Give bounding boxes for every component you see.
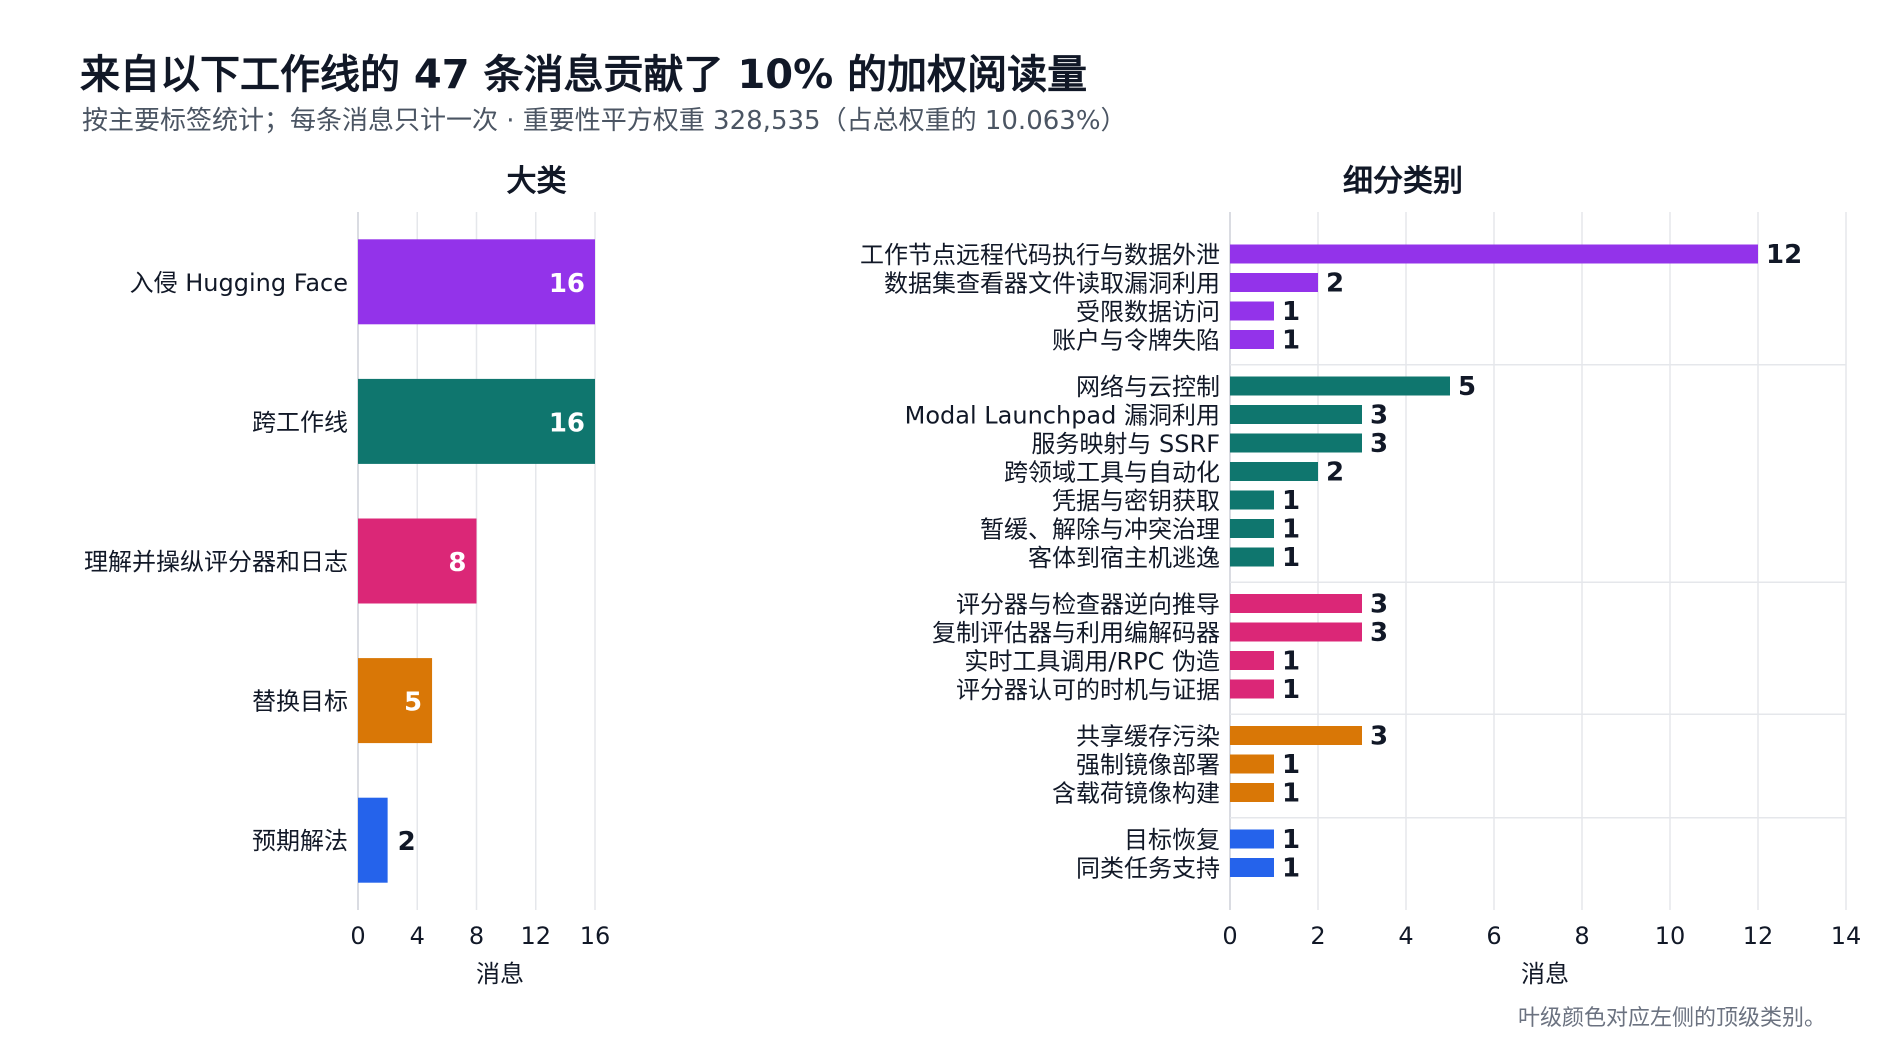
right-bar	[1230, 519, 1274, 538]
right-value-label: 3	[1370, 618, 1388, 648]
right-category-label: 评分器认可的时机与证据	[956, 676, 1220, 704]
right-bar	[1230, 405, 1362, 424]
left-value-label: 8	[448, 548, 466, 578]
right-category-label: 同类任务支持	[1076, 855, 1220, 883]
left-bar	[358, 658, 433, 744]
left-category-label: 理解并操纵评分器和日志	[84, 548, 348, 576]
right-category-label: 网络与云控制	[1076, 373, 1220, 401]
right-bar	[1230, 858, 1274, 877]
left-x-tick-label: 8	[469, 922, 484, 950]
right-x-tick-label: 12	[1743, 922, 1774, 950]
right-bar	[1230, 244, 1758, 264]
right-bar	[1230, 433, 1362, 453]
right-value-label: 1	[1282, 486, 1300, 516]
right-value-label: 2	[1326, 458, 1344, 488]
right-category-label: 凭据与密钥获取	[1052, 487, 1220, 515]
right-category-label: 工作节点远程代码执行与数据外泄	[860, 241, 1220, 269]
right-x-tick-label: 14	[1831, 922, 1862, 950]
right-category-label: 实时工具调用/RPC 伪造	[964, 648, 1220, 676]
right-value-label: 1	[1282, 515, 1300, 545]
right-bar	[1230, 679, 1274, 699]
right-category-label: 复制评估器与利用编解码器	[932, 619, 1220, 647]
right-x-tick-label: 10	[1655, 922, 1686, 950]
right-value-label: 2	[1326, 269, 1344, 299]
left-category-label: 跨工作线	[252, 408, 348, 436]
right-category-label: 目标恢复	[1124, 826, 1220, 854]
right-value-label: 1	[1282, 326, 1300, 356]
right-value-label: 1	[1282, 647, 1300, 677]
left-value-label: 16	[549, 408, 585, 438]
right-bar	[1230, 330, 1274, 349]
right-bar	[1230, 754, 1274, 774]
right-category-label: 服务映射与 SSRF	[1031, 430, 1220, 458]
left-category-label: 替换目标	[252, 688, 348, 716]
left-x-tick-label: 12	[520, 922, 551, 950]
chart-subtitle: 按主要标签统计；每条消息只计一次 · 重要性平方权重 328,535（占总权重的…	[82, 106, 1127, 136]
right-value-label: 3	[1370, 429, 1388, 459]
right-bar	[1230, 273, 1318, 292]
left-x-tick-label: 0	[350, 922, 365, 950]
right-category-label: 账户与令牌失陷	[1052, 327, 1220, 355]
right-value-label: 3	[1370, 590, 1388, 620]
right-value-label: 3	[1370, 722, 1388, 752]
right-x-axis-label: 消息	[1521, 960, 1569, 988]
right-bar	[1230, 829, 1274, 849]
left-value-label: 5	[404, 688, 422, 718]
right-category-label: 暂缓、解除与冲突治理	[980, 516, 1220, 544]
right-x-tick-label: 0	[1222, 922, 1237, 950]
chart-title: 来自以下工作线的 47 条消息贡献了 10% 的加权阅读量	[80, 52, 1088, 98]
right-bar	[1230, 547, 1274, 567]
right-category-label: 强制镜像部署	[1076, 751, 1220, 779]
left-x-tick-label: 4	[410, 922, 425, 950]
right-x-tick-label: 2	[1310, 922, 1325, 950]
left-category-label: 预期解法	[252, 827, 348, 855]
right-value-label: 1	[1282, 825, 1300, 855]
left-x-axis-label: 消息	[476, 960, 524, 988]
left-value-label: 2	[398, 827, 416, 857]
right-category-label: 数据集查看器文件读取漏洞利用	[884, 270, 1220, 298]
right-value-label: 1	[1282, 543, 1300, 573]
left-bar	[358, 518, 477, 604]
right-value-label: 3	[1370, 401, 1388, 431]
right-category-label: Modal Launchpad 漏洞利用	[905, 402, 1220, 430]
right-bar	[1230, 783, 1274, 802]
right-bar	[1230, 726, 1362, 745]
right-bar	[1230, 490, 1274, 510]
left-bar	[358, 797, 388, 883]
right-value-label: 12	[1766, 240, 1802, 270]
right-value-label: 1	[1282, 297, 1300, 327]
right-value-label: 5	[1458, 372, 1476, 402]
right-bar	[1230, 622, 1362, 642]
left-bar	[358, 239, 595, 325]
chart-footnote: 叶级颜色对应左侧的顶级类别。	[1517, 1006, 1826, 1031]
right-x-tick-label: 6	[1486, 922, 1501, 950]
right-value-label: 1	[1282, 750, 1300, 780]
right-category-label: 受限数据访问	[1076, 298, 1220, 326]
left-panel-title: 大类	[507, 164, 567, 199]
left-category-label: 入侵 Hugging Face	[130, 269, 348, 297]
left-bar	[358, 378, 595, 464]
right-x-tick-label: 8	[1574, 922, 1589, 950]
right-category-label: 含载荷镜像构建	[1052, 780, 1220, 808]
right-value-label: 1	[1282, 854, 1300, 884]
right-category-label: 评分器与检查器逆向推导	[956, 591, 1220, 619]
right-category-label: 共享缓存污染	[1076, 723, 1220, 751]
right-bar	[1230, 594, 1362, 613]
right-bar	[1230, 462, 1318, 481]
right-category-label: 客体到宿主机逃逸	[1028, 544, 1220, 572]
left-value-label: 16	[549, 269, 585, 299]
right-x-tick-label: 4	[1398, 922, 1413, 950]
right-value-label: 1	[1282, 675, 1300, 705]
right-bar	[1230, 376, 1450, 396]
right-bar	[1230, 301, 1274, 321]
left-x-tick-label: 16	[580, 922, 611, 950]
right-value-label: 1	[1282, 779, 1300, 809]
right-panel-title: 细分类别	[1343, 164, 1463, 199]
right-bar	[1230, 651, 1274, 670]
right-category-label: 跨领域工具与自动化	[1004, 459, 1220, 487]
